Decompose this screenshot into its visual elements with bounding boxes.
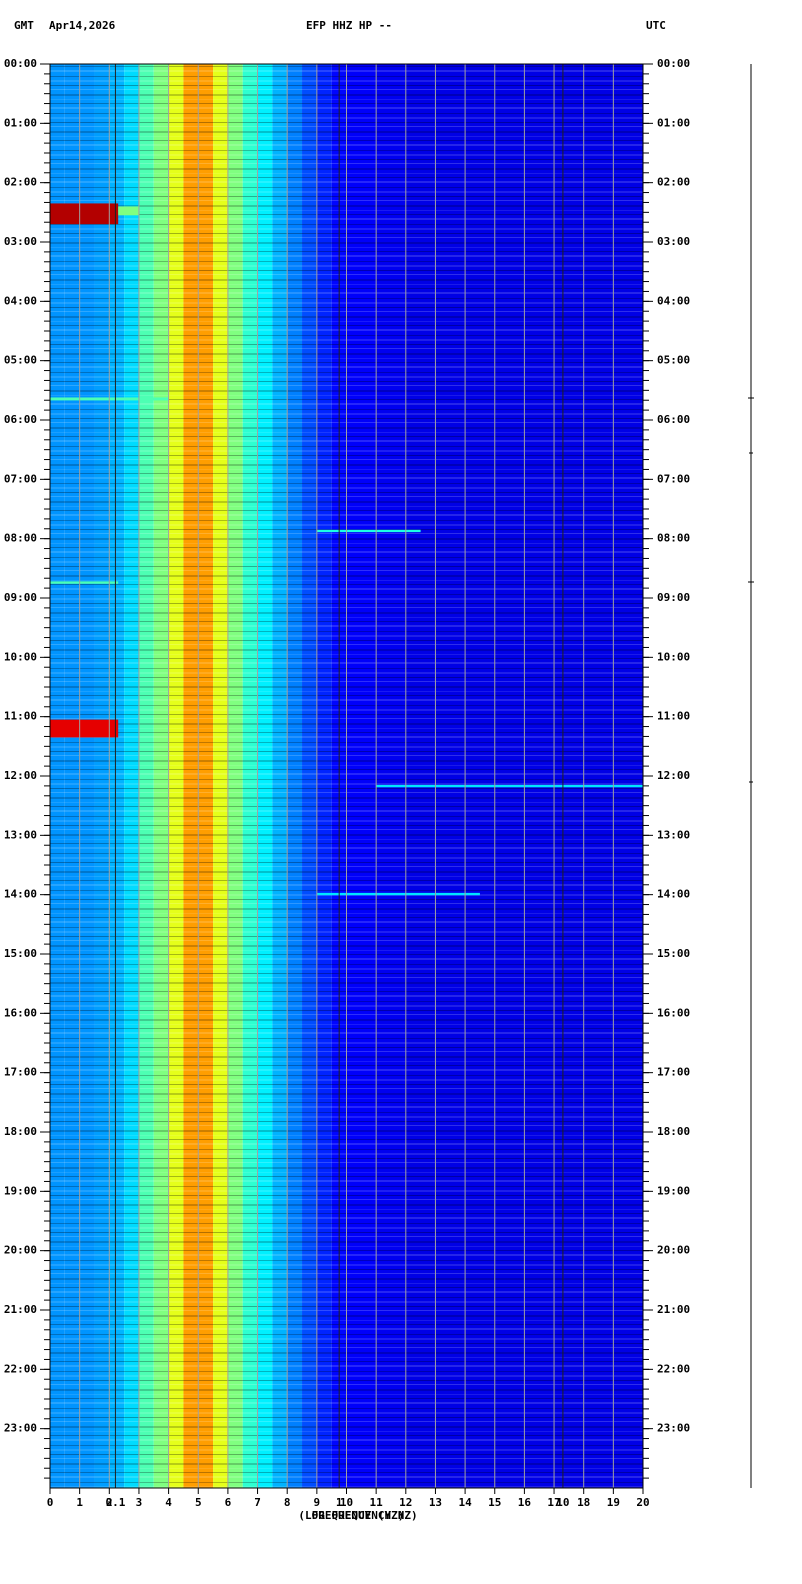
y-tick-label-right: 05:00 [657, 354, 690, 367]
header-left: GMT [14, 19, 34, 32]
x-tick-label: 15 [488, 1496, 501, 1509]
x-tick-label: 17 [547, 1496, 560, 1509]
x-tick-label: 13 [429, 1496, 442, 1509]
event [376, 784, 643, 788]
x-tick-label: 20 [636, 1496, 649, 1509]
y-tick-label-right: 04:00 [657, 294, 690, 307]
x-tick-label: 18 [577, 1496, 590, 1509]
y-tick-label-right: 18:00 [657, 1125, 690, 1138]
x-tick-label: 9 [314, 1496, 321, 1509]
event [50, 581, 119, 584]
x-tick-label: 16 [518, 1496, 532, 1509]
y-tick-label-right: 06:00 [657, 413, 690, 426]
y-tick-label-right: 08:00 [657, 532, 690, 545]
event [316, 529, 421, 533]
y-tick-label: 19:00 [4, 1184, 37, 1197]
y-tick-label-right: 22:00 [657, 1362, 690, 1375]
y-tick-label: 10:00 [4, 650, 37, 663]
y-tick-label: 01:00 [4, 116, 37, 129]
log-x-tick-label: 0.1 [105, 1496, 125, 1509]
x-tick-label: 11 [370, 1496, 384, 1509]
y-tick-label: 15:00 [4, 947, 37, 960]
y-tick-label-right: 00:00 [657, 57, 690, 70]
x-axis-label: FREQUENCY (HZ) [312, 1509, 405, 1522]
event [118, 206, 139, 216]
y-tick-label: 14:00 [4, 888, 37, 901]
x-tick-label: 4 [165, 1496, 172, 1509]
event [50, 719, 119, 738]
y-tick-label-right: 14:00 [657, 888, 690, 901]
x-tick-label: 12 [399, 1496, 412, 1509]
y-tick-label: 08:00 [4, 532, 37, 545]
y-tick-label: 21:00 [4, 1303, 37, 1316]
y-tick-label-right: 12:00 [657, 769, 690, 782]
x-tick-label: 1 [76, 1496, 83, 1509]
y-tick-label: 02:00 [4, 176, 37, 189]
y-tick-label: 22:00 [4, 1362, 37, 1375]
x-tick-label: 10 [340, 1496, 353, 1509]
event [316, 892, 480, 896]
y-tick-label-right: 17:00 [657, 1066, 690, 1079]
x-tick-label: 6 [225, 1496, 232, 1509]
y-tick-label: 13:00 [4, 828, 37, 841]
y-tick-label-right: 23:00 [657, 1422, 690, 1435]
x-tick-label: 2 [106, 1496, 113, 1509]
y-tick-label-right: 19:00 [657, 1184, 690, 1197]
y-tick-label: 06:00 [4, 413, 37, 426]
x-tick-label: 8 [284, 1496, 291, 1509]
y-tick-label-right: 09:00 [657, 591, 690, 604]
y-tick-label: 05:00 [4, 354, 37, 367]
y-tick-label: 00:00 [4, 57, 37, 70]
x-tick-label: 7 [254, 1496, 261, 1509]
y-tick-label-right: 16:00 [657, 1006, 690, 1019]
header-date: Apr14,2026 [49, 19, 116, 32]
x-tick-label: 14 [458, 1496, 472, 1509]
y-tick-label: 03:00 [4, 235, 37, 248]
y-tick-label: 23:00 [4, 1422, 37, 1435]
y-tick-label-right: 10:00 [657, 650, 690, 663]
log-x-tick-label: 1 [336, 1496, 343, 1509]
y-tick-label-right: 20:00 [657, 1244, 690, 1257]
y-tick-label-right: 21:00 [657, 1303, 690, 1316]
y-tick-label-right: 03:00 [657, 235, 690, 248]
y-tick-label: 20:00 [4, 1244, 37, 1257]
header-right: UTC [646, 19, 666, 32]
y-tick-label: 18:00 [4, 1125, 37, 1138]
log-x-tick-label: 10 [556, 1496, 569, 1509]
y-tick-label: 11:00 [4, 710, 37, 723]
y-tick-label-right: 07:00 [657, 472, 690, 485]
y-tick-label: 09:00 [4, 591, 37, 604]
y-tick-label-right: 01:00 [657, 116, 690, 129]
y-tick-label-right: 15:00 [657, 947, 690, 960]
y-tick-label-right: 13:00 [657, 828, 690, 841]
y-tick-label: 17:00 [4, 1066, 37, 1079]
x-tick-label: 19 [607, 1496, 620, 1509]
y-tick-label: 07:00 [4, 472, 37, 485]
y-tick-label: 12:00 [4, 769, 37, 782]
y-tick-label: 16:00 [4, 1006, 37, 1019]
y-tick-label-right: 11:00 [657, 710, 690, 723]
header-title: EFP HHZ HP -- [306, 19, 392, 32]
x-axis-label-log: (LOG FREQUENCY HZ) [298, 1509, 417, 1522]
x-tick-label: 5 [195, 1496, 202, 1509]
y-tick-label-right: 02:00 [657, 176, 690, 189]
event [50, 203, 119, 225]
x-tick-label: 0 [47, 1496, 54, 1509]
y-tick-label: 04:00 [4, 294, 37, 307]
x-tick-label: 3 [136, 1496, 143, 1509]
